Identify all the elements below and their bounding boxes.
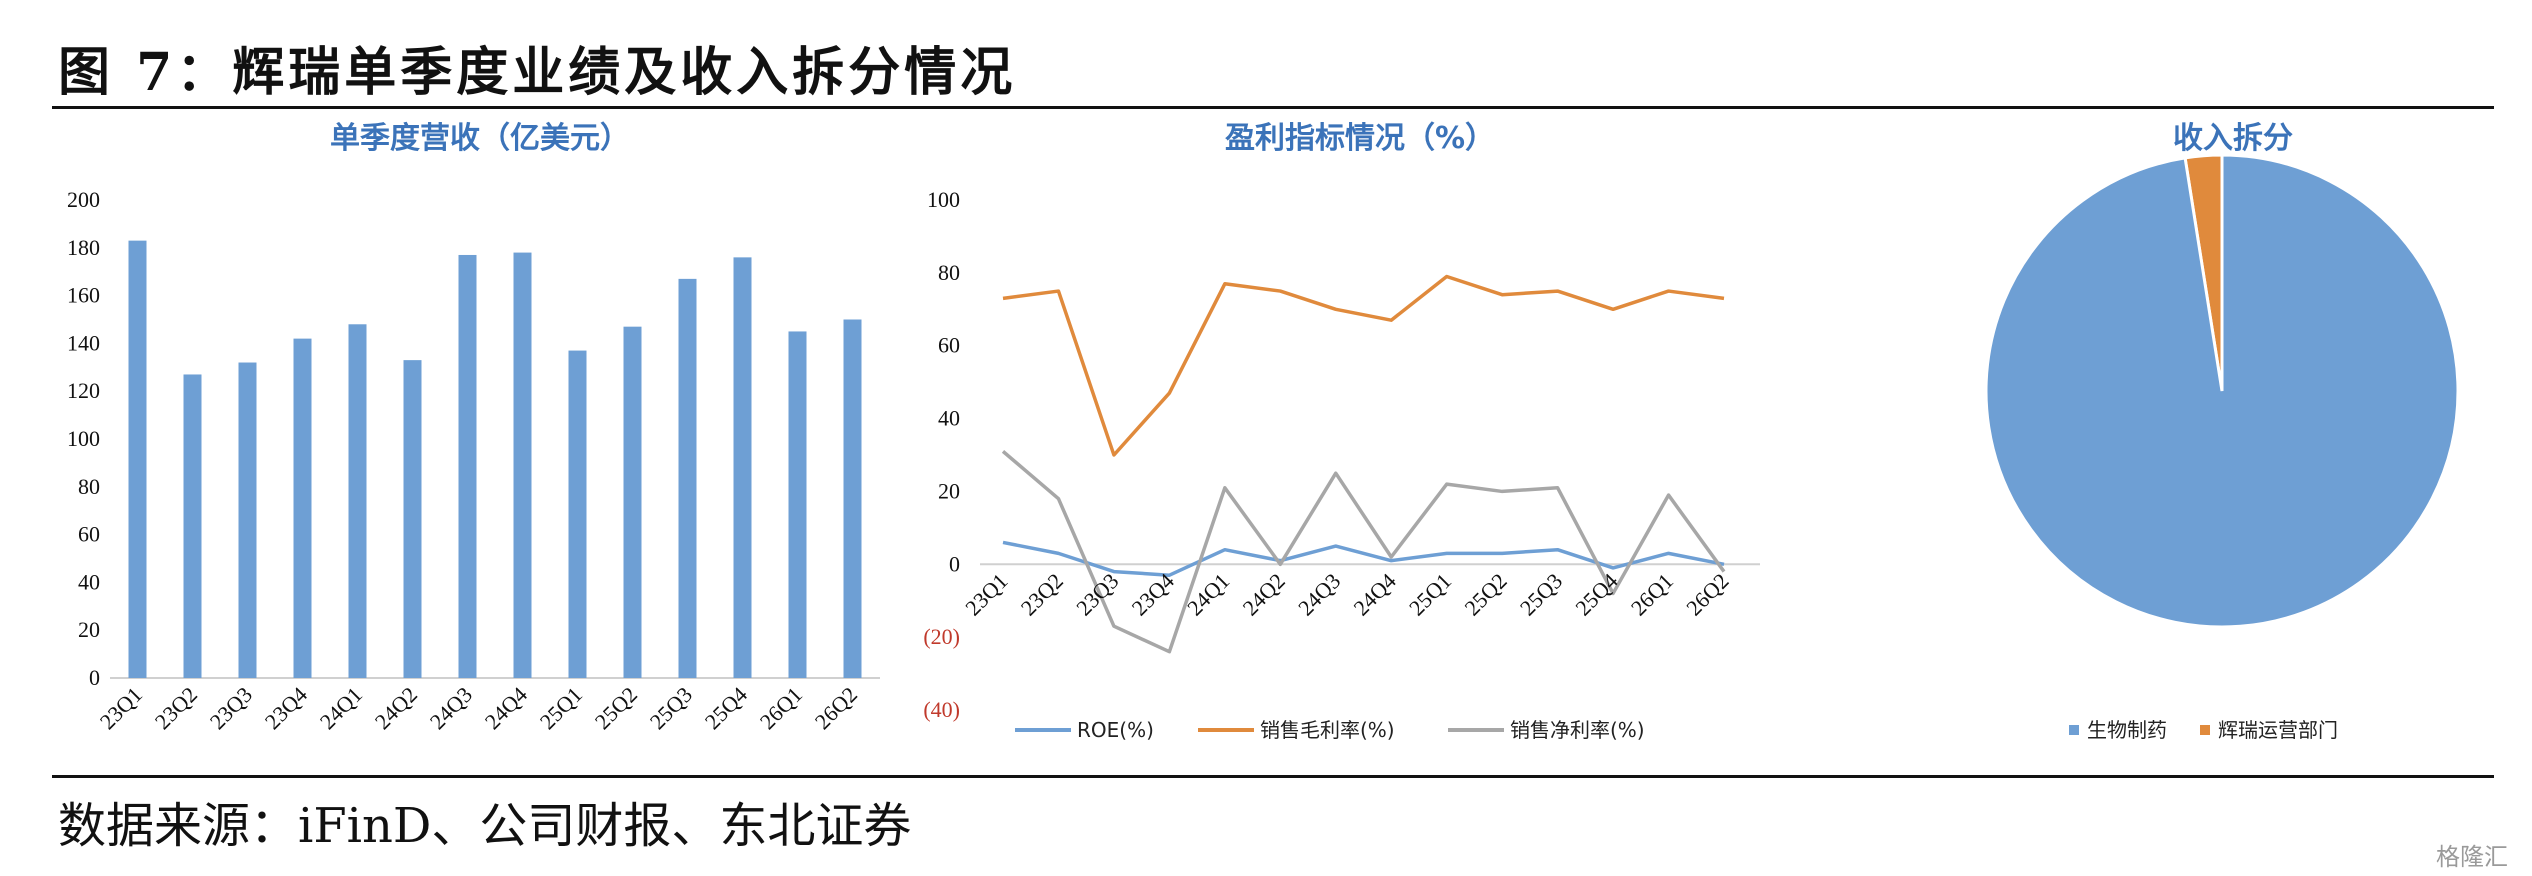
y-tick-label: 180 (67, 235, 100, 260)
x-tick-label: 25Q2 (1459, 568, 1511, 620)
x-tick-label: 23Q2 (150, 682, 202, 734)
pie-slice (1984, 153, 2460, 629)
x-tick-label: 23Q3 (1071, 568, 1123, 620)
x-tick-label: 23Q1 (960, 568, 1012, 620)
bar (458, 254, 477, 678)
x-tick-label: 25Q3 (1515, 568, 1567, 620)
x-tick-label: 25Q1 (535, 682, 587, 734)
bar (183, 374, 202, 678)
y-tick-label: 20 (78, 617, 100, 642)
x-tick-label: 23Q4 (260, 682, 312, 734)
y-tick-label: 80 (78, 474, 100, 499)
y-tick-label: 80 (938, 260, 960, 285)
source-rule (52, 775, 2494, 778)
y-tick-label: 120 (67, 378, 100, 403)
title-rule (52, 106, 2494, 109)
data-source-note: 数据来源：iFinD、公司财报、东北证券 (58, 798, 912, 854)
y-tick-label: (40) (923, 697, 960, 722)
bar (403, 360, 422, 678)
x-tick-label: 24Q4 (480, 682, 532, 734)
x-tick-label: 23Q3 (205, 682, 257, 734)
bar (788, 331, 807, 678)
series-line (1002, 274, 1725, 457)
series-line (1001, 450, 1726, 654)
y-tick-label: (20) (923, 624, 960, 649)
y-tick-label: 20 (938, 478, 960, 503)
legend-label: 销售毛利率(%) (1260, 718, 1395, 742)
x-tick-label: 25Q4 (1570, 568, 1622, 620)
y-tick-label: 100 (927, 187, 960, 212)
series-line (1002, 540, 1725, 577)
y-tick-label: 100 (67, 426, 100, 451)
legend-label: ROE(%) (1077, 718, 1154, 742)
bar (513, 252, 532, 678)
bar (843, 319, 862, 678)
x-tick-label: 25Q3 (645, 682, 697, 734)
bar (568, 350, 587, 678)
legend-label: 销售净利率(%) (1510, 718, 1645, 742)
x-tick-label: 24Q3 (425, 682, 477, 734)
legend-label: 辉瑞运营部门 (2218, 718, 2338, 742)
y-tick-label: 60 (938, 333, 960, 358)
bar (293, 338, 312, 678)
revenue-split-pie-chart: 收入拆分 生物制药 辉瑞运营部门 (1984, 121, 2460, 742)
x-tick-label: 24Q2 (1238, 568, 1290, 620)
profitability-chart-title: 盈利指标情况（%） (1225, 121, 1495, 156)
watermark: 格隆汇 (2436, 843, 2508, 871)
bar (128, 240, 147, 678)
x-tick-label: 23Q2 (1016, 568, 1068, 620)
x-tick-label: 23Q1 (95, 682, 147, 734)
y-tick-label: 160 (67, 283, 100, 308)
x-tick-label: 26Q1 (755, 682, 807, 734)
bar (733, 257, 752, 678)
y-tick-label: 40 (938, 406, 960, 431)
x-tick-label: 24Q1 (1182, 568, 1234, 620)
revenue-split-chart-title: 收入拆分 (2173, 121, 2293, 156)
x-tick-label: 25Q4 (700, 682, 752, 734)
legend-swatch (2200, 725, 2210, 735)
bar (678, 278, 697, 678)
y-tick-label: 60 (78, 522, 100, 547)
x-tick-label: 25Q2 (590, 682, 642, 734)
legend-swatch (2069, 725, 2079, 735)
y-tick-label: 40 (78, 569, 100, 594)
y-tick-label: 200 (67, 187, 100, 212)
x-tick-label: 26Q1 (1626, 568, 1678, 620)
revenue-chart-title: 单季度营收（亿美元） (330, 121, 630, 156)
bar (348, 324, 367, 678)
x-tick-label: 26Q2 (1681, 568, 1733, 620)
bar (238, 362, 257, 678)
y-tick-label: 140 (67, 330, 100, 355)
x-tick-label: 25Q1 (1404, 568, 1456, 620)
x-tick-label: 24Q4 (1349, 568, 1401, 620)
x-tick-label: 24Q3 (1293, 568, 1345, 620)
revenue-bar-chart: 单季度营收（亿美元） 0 20 40 60 80 100 120 140 160 180 200 2… (67, 121, 880, 734)
x-tick-label: 24Q2 (370, 682, 422, 734)
x-tick-label: 24Q1 (315, 682, 367, 734)
x-tick-label: 26Q2 (810, 682, 862, 734)
figure-title: 图 7：辉瑞单季度业绩及收入拆分情况 (58, 42, 1017, 103)
bar (623, 326, 642, 678)
y-tick-label: 0 (89, 665, 100, 690)
y-tick-label: 0 (949, 551, 960, 576)
legend-label: 生物制药 (2087, 718, 2167, 742)
